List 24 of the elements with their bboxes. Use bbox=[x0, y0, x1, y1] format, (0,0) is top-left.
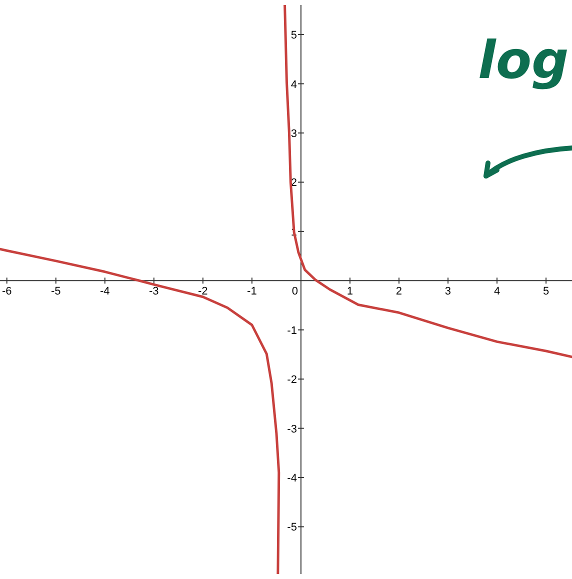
y-tick-label: -5 bbox=[287, 522, 297, 534]
y-tick-label: -2 bbox=[287, 374, 297, 386]
y-tick-label: 5 bbox=[290, 30, 297, 42]
y-tick-label: 3 bbox=[290, 128, 297, 140]
x-tick-label: -1 bbox=[247, 286, 257, 298]
x-tick-label: -6 bbox=[2, 286, 12, 298]
line-series bbox=[0, 248, 280, 574]
y-tick-label: 4 bbox=[290, 78, 297, 91]
y-tick-label: -3 bbox=[287, 423, 297, 436]
x-tick-label: 0 bbox=[292, 286, 298, 298]
y-tick-label: 2 bbox=[290, 177, 297, 190]
y-tick-label: -1 bbox=[287, 324, 297, 337]
x-tick-label: 1 bbox=[346, 286, 354, 298]
x-tick-label: -4 bbox=[100, 286, 110, 298]
x-tick-label: -5 bbox=[50, 286, 61, 298]
x-tick-label: 4 bbox=[494, 286, 500, 298]
x-tick-label: 2 bbox=[396, 286, 402, 298]
annotation: log bbox=[478, 31, 569, 91]
x-tick-label: -2 bbox=[198, 286, 208, 298]
x-tick-label: 5 bbox=[542, 286, 550, 298]
x-tick-label: -3 bbox=[149, 286, 159, 298]
x-tick-label: 3 bbox=[444, 286, 452, 298]
line-series bbox=[284, 5, 572, 358]
y-tick-label: -4 bbox=[287, 472, 297, 485]
